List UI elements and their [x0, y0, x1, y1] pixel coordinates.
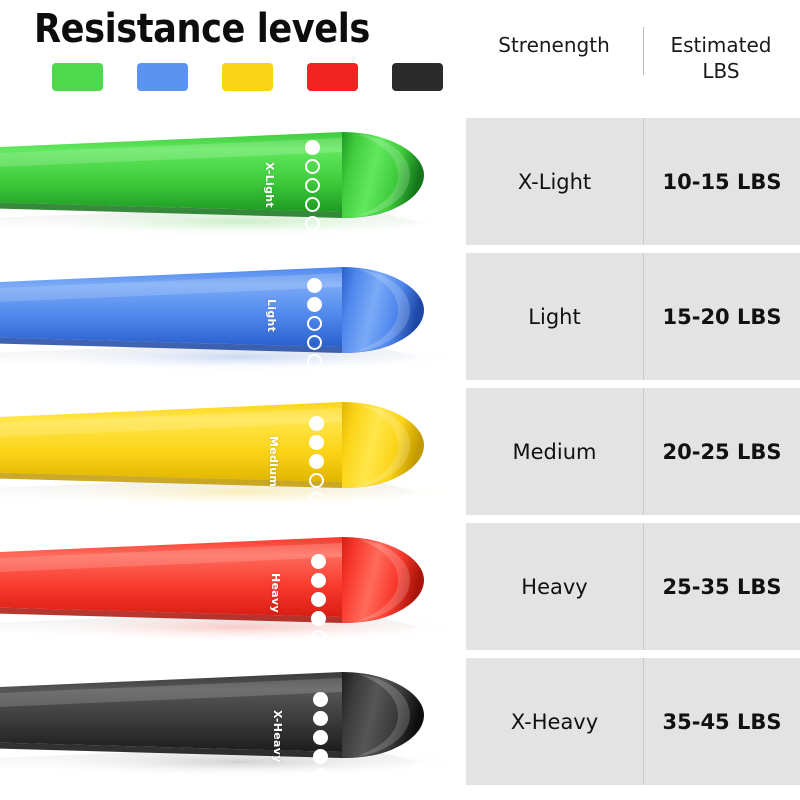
resistance-row: X-Heavy X-Heavy 35-45 LBS [0, 658, 800, 785]
cell-strength: Light [528, 304, 581, 329]
band-level-dots [311, 554, 326, 649]
level-dot-filled [311, 611, 326, 626]
row-column-divider [643, 253, 644, 380]
level-dot-filled [311, 573, 326, 588]
resistance-row: Light Light 15-20 LBS [0, 253, 800, 380]
header-estimated-lbs-line2: LBS [702, 59, 740, 83]
level-dot-filled [311, 554, 326, 569]
band-level-dots [307, 278, 322, 373]
cell-estimated-lbs: 35-45 LBS [662, 709, 782, 734]
resistance-band-image [0, 253, 490, 380]
resistance-row: Heavy Heavy 25-35 LBS [0, 523, 800, 650]
resistance-band-image [0, 118, 490, 245]
row-column-divider [643, 523, 644, 650]
cell-strength: X-Heavy [510, 709, 599, 734]
level-dot-filled [309, 435, 324, 450]
row-background [466, 118, 800, 245]
level-dot-filled [313, 730, 328, 745]
row-column-divider [643, 658, 644, 785]
cell-estimated-lbs: 20-25 LBS [662, 439, 782, 464]
band-printed-label: X-Light [263, 162, 276, 208]
header-columns: Strenength Estimated LBS [466, 22, 800, 92]
cell-estimated-lbs: 15-20 LBS [662, 304, 782, 329]
level-dot-empty [307, 316, 322, 331]
level-dot-empty [305, 159, 320, 174]
row-background [466, 658, 800, 785]
band-printed-label: Heavy [269, 573, 282, 613]
legend-swatch-blue [137, 63, 188, 91]
row-background [466, 388, 800, 515]
row-background [466, 523, 800, 650]
level-dot-filled [305, 140, 320, 155]
cell-strength: X-Light [517, 169, 592, 194]
level-dot-filled [307, 278, 322, 293]
level-dot-empty [309, 473, 324, 488]
band-printed-label: Light [265, 299, 278, 333]
resistance-row: Medium Medium 20-25 LBS [0, 388, 800, 515]
level-dot-empty [309, 492, 324, 507]
level-dot-filled [313, 711, 328, 726]
row-column-divider [643, 118, 644, 245]
row-background [466, 253, 800, 380]
band-level-dots [309, 416, 324, 511]
header-strength-label: Strenength [498, 33, 610, 57]
level-dot-filled [309, 454, 324, 469]
level-dot-filled [307, 297, 322, 312]
legend-swatch-green [52, 63, 103, 91]
level-dot-empty [307, 335, 322, 350]
level-dot-empty [305, 216, 320, 231]
page-title: Resistance levels [34, 6, 370, 52]
level-dot-empty [311, 630, 326, 645]
level-dot-empty [305, 197, 320, 212]
resistance-row: X-Light X-Light 10-15 LBS [0, 118, 800, 245]
band-printed-label: Medium [267, 436, 280, 488]
row-column-divider [643, 388, 644, 515]
legend-swatch-red [307, 63, 358, 91]
header-column-divider [643, 27, 644, 75]
level-dot-filled [313, 768, 328, 783]
level-dot-filled [313, 749, 328, 764]
header-estimated-lbs-line1: Estimated [670, 33, 772, 57]
band-level-dots [305, 140, 320, 235]
band-printed-label: X-Heavy [271, 710, 284, 763]
level-dot-empty [307, 354, 322, 369]
resistance-band-image [0, 523, 490, 650]
cell-estimated-lbs: 25-35 LBS [662, 574, 782, 599]
cell-strength: Heavy [521, 574, 588, 599]
level-dot-filled [311, 592, 326, 607]
level-dot-filled [309, 416, 324, 431]
cell-estimated-lbs: 10-15 LBS [662, 169, 782, 194]
band-level-dots [313, 692, 328, 787]
legend-swatch-yellow [222, 63, 273, 91]
legend-swatches [52, 63, 443, 91]
header: Resistance levels Strenength Estimated L… [0, 0, 800, 110]
resistance-band-image [0, 388, 490, 515]
level-dot-empty [305, 178, 320, 193]
level-dot-filled [313, 692, 328, 707]
cell-strength: Medium [512, 439, 597, 464]
resistance-band-image [0, 658, 490, 785]
header-estimated-lbs-label: Estimated LBS [642, 22, 800, 92]
legend-swatch-black [392, 63, 443, 91]
